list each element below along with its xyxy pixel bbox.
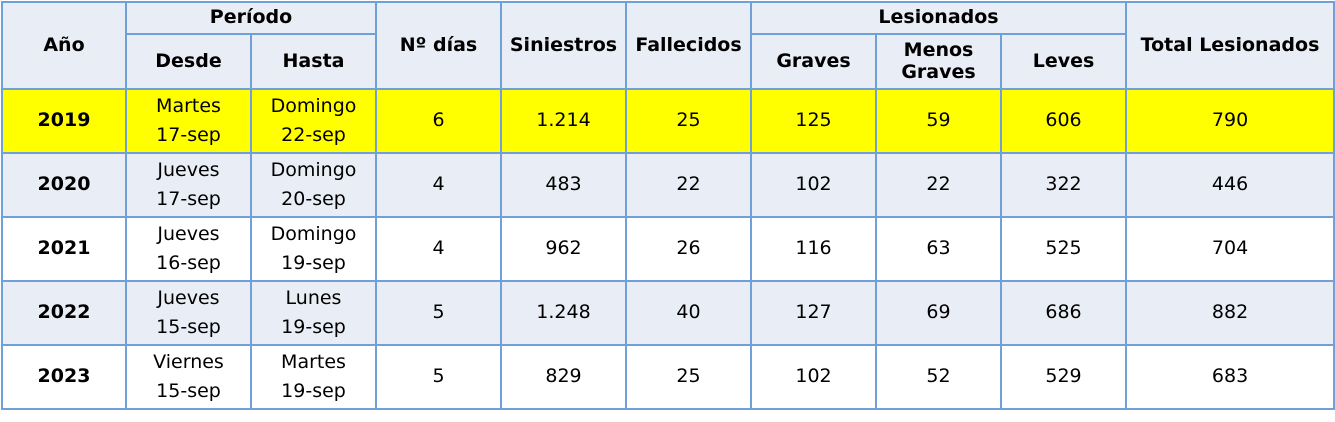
- weekday: Martes: [281, 350, 346, 373]
- value-cell: 5: [375, 280, 502, 346]
- date-cell: Domingo 20-sep: [250, 152, 377, 218]
- table-row: 2019 Martes 17-sep Domingo 22-sep 6 1.214 25 125…: [1, 88, 1335, 154]
- year-cell: 2022: [1, 280, 127, 346]
- value-cell: 102: [750, 152, 877, 218]
- date-cell: Domingo 19-sep: [250, 216, 377, 282]
- weekday: Lunes: [285, 286, 342, 309]
- value-cell: 829: [500, 344, 627, 410]
- year-cell: 2021: [1, 216, 127, 282]
- value-cell: 529: [999, 344, 1128, 410]
- weekday: Domingo: [270, 222, 357, 245]
- date: 20-sep: [281, 188, 346, 210]
- value-cell: 606: [999, 88, 1128, 154]
- value-cell: 40: [625, 280, 752, 346]
- weekday: Domingo: [270, 158, 357, 181]
- date-cell: Martes 19-sep: [250, 344, 377, 410]
- header-cell: Desde: [125, 33, 252, 90]
- value-cell: 686: [999, 280, 1128, 346]
- date-cell: Domingo 22-sep: [250, 88, 377, 154]
- year-cell: 2019: [1, 88, 127, 154]
- date-cell: Jueves 15-sep: [125, 280, 252, 346]
- table-row: 2022 Jueves 15-sep Lunes 19-sep 5 1.248 40 127 69…: [1, 280, 1335, 346]
- value-cell: 483: [500, 152, 627, 218]
- value-cell: 882: [1125, 280, 1335, 346]
- year-cell: 2020: [1, 152, 127, 218]
- header-cell: Año: [1, 1, 127, 90]
- weekday: Jueves: [157, 222, 220, 245]
- year-cell: 2023: [1, 344, 127, 410]
- weekday: Jueves: [157, 158, 220, 181]
- value-cell: 25: [625, 344, 752, 410]
- header-cell: Graves: [750, 33, 877, 90]
- value-cell: 446: [1125, 152, 1335, 218]
- table-row: 2020 Jueves 17-sep Domingo 20-sep 4 483 22 102 22…: [1, 152, 1335, 218]
- date: 19-sep: [281, 380, 346, 402]
- date: 15-sep: [156, 316, 221, 338]
- date-cell: Viernes 15-sep: [125, 344, 252, 410]
- date-cell: Martes 17-sep: [125, 88, 252, 154]
- table-row: 2021 Jueves 16-sep Domingo 19-sep 4 962 26 116 63…: [1, 216, 1335, 282]
- header-cell: Menos Graves: [875, 33, 1002, 90]
- value-cell: 790: [1125, 88, 1335, 154]
- date: 19-sep: [281, 252, 346, 274]
- date: 19-sep: [281, 316, 346, 338]
- table-row: 2023 Viernes 15-sep Martes 19-sep 5 829 25 102 52…: [1, 344, 1335, 410]
- value-cell: 59: [875, 88, 1002, 154]
- header-cell: Período: [125, 1, 377, 35]
- value-cell: 26: [625, 216, 752, 282]
- value-cell: 52: [875, 344, 1002, 410]
- value-cell: 102: [750, 344, 877, 410]
- value-cell: 127: [750, 280, 877, 346]
- value-cell: 25: [625, 88, 752, 154]
- value-cell: 525: [999, 216, 1128, 282]
- weekday: Viernes: [153, 350, 224, 373]
- header-cell: Nº días: [375, 1, 502, 90]
- weekday: Jueves: [157, 286, 220, 309]
- header-cell: Total Lesionados: [1125, 1, 1335, 90]
- value-cell: 116: [750, 216, 877, 282]
- date: 17-sep: [156, 188, 221, 210]
- value-cell: 125: [750, 88, 877, 154]
- weekday: Domingo: [270, 94, 357, 117]
- date: 16-sep: [156, 252, 221, 274]
- header-cell: Lesionados: [749, 1, 1128, 35]
- table-body: 2019 Martes 17-sep Domingo 22-sep 6 1.214 25 125…: [1, 88, 1335, 410]
- value-cell: 69: [875, 280, 1002, 346]
- value-cell: 22: [875, 152, 1002, 218]
- value-cell: 6: [375, 88, 502, 154]
- date-cell: Jueves 17-sep: [125, 152, 252, 218]
- header-cell: Leves: [999, 33, 1128, 90]
- value-cell: 683: [1125, 344, 1335, 410]
- date: 15-sep: [156, 380, 221, 402]
- value-cell: 704: [1125, 216, 1335, 282]
- accident-table: Año Período Nº días Siniestros Fallecido…: [1, 1, 1335, 410]
- header-cell: Fallecidos: [625, 1, 752, 90]
- value-cell: 5: [375, 344, 502, 410]
- value-cell: 4: [375, 216, 502, 282]
- value-cell: 962: [500, 216, 627, 282]
- date-cell: Jueves 16-sep: [125, 216, 252, 282]
- value-cell: 1.214: [500, 88, 627, 154]
- date-cell: Lunes 19-sep: [250, 280, 377, 346]
- value-cell: 4: [375, 152, 502, 218]
- value-cell: 63: [875, 216, 1002, 282]
- date: 22-sep: [281, 124, 346, 146]
- header-cell: Siniestros: [500, 1, 627, 90]
- weekday: Martes: [156, 94, 221, 117]
- value-cell: 322: [999, 152, 1128, 218]
- date: 17-sep: [156, 124, 221, 146]
- value-cell: 1.248: [500, 280, 627, 346]
- header-cell: Hasta: [250, 33, 377, 90]
- value-cell: 22: [625, 152, 752, 218]
